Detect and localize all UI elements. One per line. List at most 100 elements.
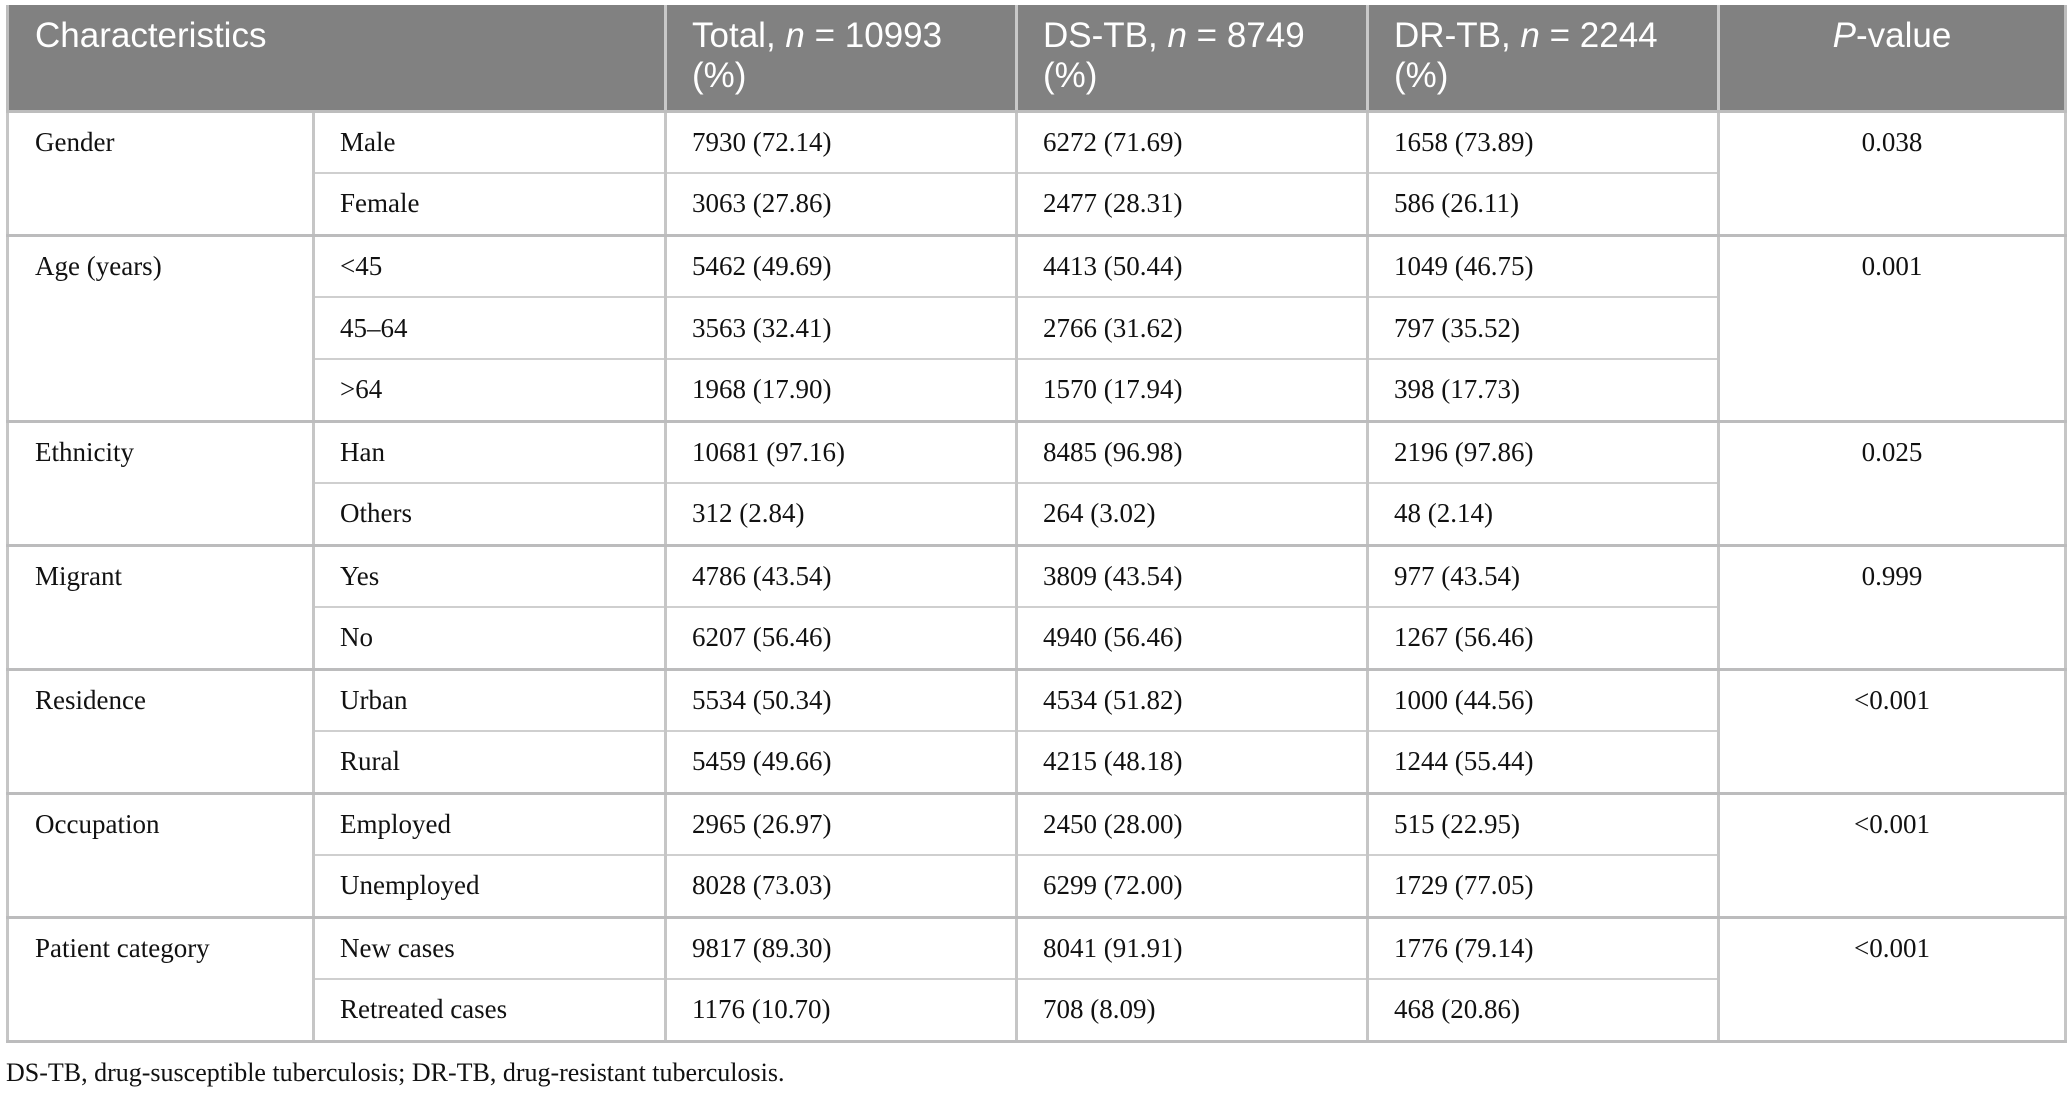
table-body: Gender Male 7930 (72.14) 6272 (71.69) 1658 (… — [6, 111, 2068, 1043]
header-ds-count: = 8749 — [1186, 16, 1305, 55]
table-row: Gender Male 7930 (72.14) 6272 (71.69) 1658 (… — [6, 111, 2068, 237]
group-label: Residence — [6, 669, 315, 795]
group-label: Patient category — [6, 917, 315, 1043]
dr-tb-cell: 1000 (44.56) — [1366, 669, 1721, 732]
table-row: Others 312 (2.84) 264 (3.02) 48 (2.14) — [8, 483, 2066, 547]
ds-tb-cell: 1570 (17.94) — [1015, 359, 1370, 423]
ds-tb-cell: 4940 (56.46) — [1015, 607, 1370, 671]
header-dr-unit: (%) — [1394, 56, 1449, 95]
header-total-count: = 10993 — [804, 16, 943, 55]
dr-tb-cell: 1267 (56.46) — [1366, 607, 1721, 671]
total-cell: 5462 (49.69) — [664, 235, 1019, 298]
table-row: Migrant Yes 4786 (43.54) 3809 (43.54) 977 (4… — [6, 545, 2068, 671]
subgroup-label: Retreated cases — [311, 979, 668, 1043]
ds-tb-cell: 264 (3.02) — [1015, 483, 1370, 547]
header-ds-unit: (%) — [1043, 56, 1098, 95]
ds-tb-cell: 8485 (96.98) — [1015, 421, 1370, 484]
dr-tb-cell: 1776 (79.14) — [1366, 917, 1721, 980]
subgroup-label: No — [311, 607, 668, 671]
total-cell: 7930 (72.14) — [664, 111, 1019, 174]
ds-tb-cell: 708 (8.09) — [1015, 979, 1370, 1043]
header-dr-n: n — [1520, 16, 1540, 55]
ds-tb-cell: 3809 (43.54) — [1015, 545, 1370, 608]
subgroup-label: >64 — [311, 359, 668, 423]
subgroup-label: Male — [311, 111, 668, 174]
ds-tb-cell: 4534 (51.82) — [1015, 669, 1370, 732]
dr-tb-cell: 1729 (77.05) — [1366, 855, 1721, 919]
total-cell: 3563 (32.41) — [664, 297, 1019, 360]
table-row: Patient category New cases 9817 (89.30) 804… — [6, 917, 2068, 1043]
ds-tb-cell: 6299 (72.00) — [1015, 855, 1370, 919]
total-cell: 9817 (89.30) — [664, 917, 1019, 980]
table-row: Rural 5459 (49.66) 4215 (48.18) 1244 (55.44… — [8, 731, 2066, 795]
subgroup-label: Female — [311, 173, 668, 237]
header-total: Total, n = 10993 (%) — [664, 5, 1017, 113]
dr-tb-cell: 2196 (97.86) — [1366, 421, 1721, 484]
total-cell: 8028 (73.03) — [664, 855, 1019, 919]
header-dr-label: DR-TB, — [1394, 16, 1521, 55]
table-row: Unemployed 8028 (73.03) 6299 (72.00) 1729 (… — [8, 855, 2066, 919]
ds-tb-cell: 2766 (31.62) — [1015, 297, 1370, 360]
ds-tb-cell: 6272 (71.69) — [1015, 111, 1370, 174]
header-dr-tb: DR-TB, n = 2244 (%) — [1366, 5, 1719, 113]
ds-tb-cell: 8041 (91.91) — [1015, 917, 1370, 980]
table-row: Ethnicity Han 10681 (97.16) 8485 (96.98) 219… — [6, 421, 2068, 547]
header-p-letter: P — [1832, 16, 1857, 55]
p-value-cell: 0.999 — [1717, 545, 2068, 671]
table-footnote: DS-TB, drug-susceptible tuberculosis; DR… — [6, 1058, 785, 1087]
total-cell: 4786 (43.54) — [664, 545, 1019, 608]
dr-tb-cell: 977 (43.54) — [1366, 545, 1721, 608]
dr-tb-cell: 48 (2.14) — [1366, 483, 1721, 547]
header-total-label: Total, — [692, 16, 786, 55]
characteristics-table: Characteristics Total, n = 10993 (%) DS-… — [5, 5, 2068, 1043]
p-value-cell: 0.038 — [1717, 111, 2068, 237]
total-cell: 5459 (49.66) — [664, 731, 1019, 795]
header-p-rest: -value — [1856, 16, 1952, 55]
ds-tb-cell: 2450 (28.00) — [1015, 793, 1370, 856]
total-cell: 10681 (97.16) — [664, 421, 1019, 484]
table-row: Residence Urban 5534 (50.34) 4534 (51.82) 10… — [6, 669, 2068, 795]
dr-tb-cell: 468 (20.86) — [1366, 979, 1721, 1043]
table-row: Retreated cases 1176 (10.70) 708 (8.09) 468… — [8, 979, 2066, 1043]
header-p-value: P-value — [1717, 5, 2068, 113]
dr-tb-cell: 1658 (73.89) — [1366, 111, 1721, 174]
total-cell: 312 (2.84) — [664, 483, 1019, 547]
total-cell: 6207 (56.46) — [664, 607, 1019, 671]
ds-tb-cell: 2477 (28.31) — [1015, 173, 1370, 237]
subgroup-label: New cases — [311, 917, 668, 980]
subgroup-label: Urban — [311, 669, 668, 732]
p-value-cell: <0.001 — [1717, 669, 2068, 795]
table-row: No 6207 (56.46) 4940 (56.46) 1267 (56.46) — [8, 607, 2066, 671]
ds-tb-cell: 4413 (50.44) — [1015, 235, 1370, 298]
header-total-unit: (%) — [692, 56, 747, 95]
group-label: Migrant — [6, 545, 315, 671]
dr-tb-cell: 398 (17.73) — [1366, 359, 1721, 423]
dr-tb-cell: 797 (35.52) — [1366, 297, 1721, 360]
header-total-n: n — [785, 16, 805, 55]
group-label: Gender — [6, 111, 315, 237]
header-ds-tb: DS-TB, n = 8749 (%) — [1015, 5, 1368, 113]
header-ds-label: DS-TB, — [1043, 16, 1168, 55]
total-cell: 3063 (27.86) — [664, 173, 1019, 237]
subgroup-label: <45 — [311, 235, 668, 298]
table-row: Age (years) <45 5462 (49.69) 4413 (50.44) 10… — [6, 235, 2068, 423]
p-value-cell: 0.025 — [1717, 421, 2068, 547]
p-value-cell: <0.001 — [1717, 917, 2068, 1043]
header-row: Characteristics Total, n = 10993 (%) DS-… — [5, 5, 2068, 113]
table-header: Characteristics Total, n = 10993 (%) DS-… — [5, 5, 2068, 113]
dr-tb-cell: 1049 (46.75) — [1366, 235, 1721, 298]
table-row: 45–64 3563 (32.41) 2766 (31.62) 797 (35.52) — [8, 297, 2066, 360]
table-row: >64 1968 (17.90) 1570 (17.94) 398 (17.73) — [8, 359, 2066, 423]
subgroup-label: Yes — [311, 545, 668, 608]
subgroup-label: Rural — [311, 731, 668, 795]
group-label: Occupation — [6, 793, 315, 919]
group-label: Age (years) — [6, 235, 315, 423]
dr-tb-cell: 1244 (55.44) — [1366, 731, 1721, 795]
subgroup-label: 45–64 — [311, 297, 668, 360]
header-characteristics-label: Characteristics — [35, 16, 267, 55]
header-characteristics: Characteristics — [5, 5, 666, 113]
total-cell: 5534 (50.34) — [664, 669, 1019, 732]
header-dr-count: = 2244 — [1539, 16, 1658, 55]
p-value-cell: <0.001 — [1717, 793, 2068, 919]
